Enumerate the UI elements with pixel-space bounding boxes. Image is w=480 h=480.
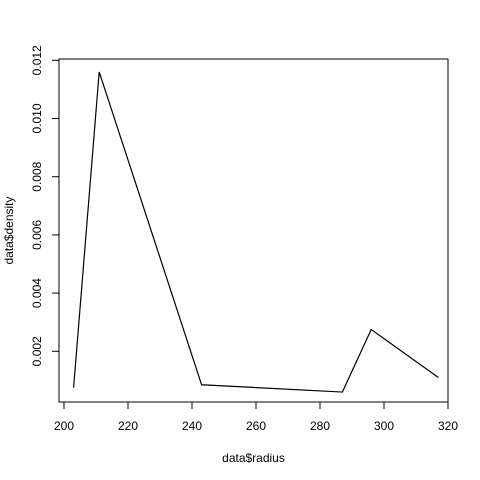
series-line [73, 71, 439, 393]
x-tick-label: 300 [374, 419, 394, 433]
y-axis: 0.002 0.004 0.006 0.008 0.010 0.012 [30, 45, 60, 366]
x-tick-label: 200 [54, 419, 74, 433]
y-tick-label: 0.008 [30, 161, 44, 191]
x-tick-label: 280 [310, 419, 330, 433]
x-axis: 200 220 240 260 280 300 320 [54, 401, 458, 433]
x-tick-label: 260 [246, 419, 266, 433]
y-tick-label: 0.006 [30, 220, 44, 250]
x-tick-label: 220 [118, 419, 138, 433]
y-tick-label: 0.010 [30, 103, 44, 133]
x-tick-label: 240 [182, 419, 202, 433]
y-tick-label: 0.012 [30, 45, 44, 75]
series-layer [73, 71, 439, 393]
x-tick-label: 320 [438, 419, 458, 433]
y-tick-label: 0.002 [30, 336, 44, 366]
y-axis-title: data$density [2, 196, 16, 264]
x-axis-title: data$radius [222, 451, 285, 465]
y-tick-label: 0.004 [30, 278, 44, 308]
